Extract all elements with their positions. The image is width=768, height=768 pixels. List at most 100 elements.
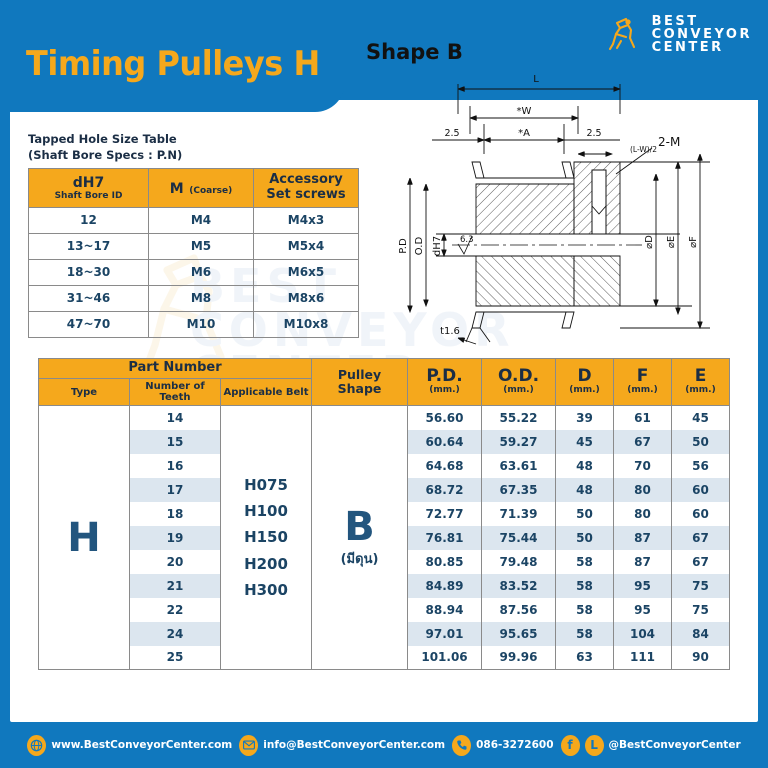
table-row: 31~46 M8 M8x6 [28, 284, 359, 312]
belt-value: H075 [244, 475, 288, 494]
spec-cell-e: 75 [671, 573, 730, 598]
tapped-header-bore-big: dH7 [72, 174, 105, 191]
spec-cell-d: 58 [555, 573, 614, 598]
footer-website[interactable]: www.BestConveyorCenter.com [27, 734, 233, 756]
spec-cell-e: 67 [671, 549, 730, 574]
table-row: 12 M4 M4x3 [28, 206, 359, 234]
logo-line-3: CENTER [651, 39, 724, 55]
spec-cell-teeth: 21 [129, 573, 221, 598]
tapped-hole-body: 12 M4 M4x3 13~17 M5 M5x4 18~30 M6 M6x5 31~46 M8 M8x… [28, 206, 359, 338]
spec-cell-d: 63 [555, 645, 614, 670]
dim-label-L: L [533, 74, 539, 85]
footer-phone-text: 086-3272600 [476, 739, 554, 751]
table-row: 13~17 M5 M5x4 [28, 232, 359, 260]
spec-cell-od: 75.44 [481, 525, 556, 550]
spec-cell-pd: 80.85 [407, 549, 482, 574]
spec-cell-d: 45 [555, 429, 614, 454]
globe-icon [27, 734, 47, 756]
spec-cell-f: 111 [613, 645, 672, 670]
footer-website-text: www.BestConveyorCenter.com [51, 739, 233, 751]
spec-cell-od: 59.27 [481, 429, 556, 454]
spec-cell-pd: 101.06 [407, 645, 482, 670]
spec-header-type: Type [38, 378, 130, 406]
spec-cell-e: 60 [671, 501, 730, 526]
facebook-icon[interactable]: f [560, 734, 580, 756]
belt-value: H150 [244, 528, 288, 547]
spec-cell-teeth: 19 [129, 525, 221, 550]
shape-title: Shape B [366, 40, 463, 64]
spec-cell-od: 79.48 [481, 549, 556, 574]
spec-cell-e: 67 [671, 525, 730, 550]
spec-header-f: F (mm.) [613, 358, 672, 406]
spec-cell-e: 60 [671, 477, 730, 502]
spec-cell-pd: 76.81 [407, 525, 482, 550]
spec-cell-d: 58 [555, 549, 614, 574]
footer-social[interactable]: f L @BestConveyorCenter [560, 734, 741, 756]
specification-body: H 14 H075 H100 H150 H200 H300 B (มีดุน) 56.60 55.2… [38, 405, 730, 670]
dim-label-W: *W [517, 106, 532, 117]
tapped-header-m: M (Coarse) [148, 168, 254, 208]
spec-cell-belt-list: H075 H100 H150 H200 H300 [220, 405, 312, 670]
table-row: 18~30 M6 M6x5 [28, 258, 359, 286]
tapped-header-m-sub: (Coarse) [189, 185, 233, 196]
spec-cell-d: 48 [555, 477, 614, 502]
spec-cell-od: 63.61 [481, 453, 556, 478]
spec-cell-d: 58 [555, 621, 614, 646]
logo-line-2: CONVEYOR [651, 26, 752, 42]
dim-label-lw2: (L-W)/2 [630, 145, 657, 154]
spec-cell-d: 48 [555, 453, 614, 478]
spec-header-f-label: F [636, 365, 649, 386]
spec-header-group-row: Part Number Pulley Shape P.D. (mm.) O.D.… [38, 358, 730, 406]
spec-cell-e: 90 [671, 645, 730, 670]
table-row: 19 76.81 75.44 50 87 67 [39, 525, 730, 550]
table-row: 16 64.68 63.61 48 70 56 [39, 453, 730, 478]
spec-cell-e: 75 [671, 597, 730, 622]
tapped-cell-screw: M8x6 [253, 284, 359, 312]
spec-cell-teeth: 20 [129, 549, 221, 574]
spec-header-f-unit: (mm.) [627, 384, 658, 395]
spec-cell-e: 50 [671, 429, 730, 454]
spec-cell-e: 84 [671, 621, 730, 646]
footer-phone[interactable]: 086-3272600 [452, 734, 554, 756]
spec-cell-pd: 88.94 [407, 597, 482, 622]
spec-cell-f: 87 [613, 525, 672, 550]
spec-header-od: O.D. (mm.) [481, 358, 556, 406]
dim-label-phi-E: ⌀E [666, 236, 677, 248]
spec-cell-pd: 84.89 [407, 573, 482, 598]
specification-section: Part Number Pulley Shape P.D. (mm.) O.D.… [38, 358, 730, 670]
tapped-cell-bore: 18~30 [28, 258, 149, 286]
spec-header-teeth: Number of Teeth [129, 378, 221, 406]
header-title-tab [0, 0, 345, 112]
tapped-header-bore: dH7 Shaft Bore ID [28, 168, 149, 208]
spec-header-belt: Applicable Belt [220, 378, 312, 406]
tapped-cell-m: M6 [148, 258, 254, 286]
table-row: 47~70 M10 M10x8 [28, 310, 359, 338]
line-icon[interactable]: L [584, 734, 604, 756]
tapped-cell-m: M8 [148, 284, 254, 312]
footer-email-text: info@BestConveyorCenter.com [263, 739, 446, 751]
brand-logo: BEST CONVEYOR CENTER [604, 12, 752, 56]
tapped-caption-line-2: (Shaft Bore Specs : P.N) [28, 147, 183, 162]
spec-cell-pd: 97.01 [407, 621, 482, 646]
spec-cell-teeth: 22 [129, 597, 221, 622]
tapped-header-bore-sub: Shaft Bore ID [54, 190, 123, 201]
spec-header-pd-unit: (mm.) [429, 384, 460, 395]
spec-cell-e: 45 [671, 405, 730, 430]
footer-social-text: @BestConveyorCenter [608, 739, 741, 751]
spec-cell-f: 80 [613, 501, 672, 526]
spec-cell-f: 61 [613, 405, 672, 430]
spec-cell-f: 80 [613, 477, 672, 502]
spec-cell-type: H [38, 405, 130, 670]
tapped-cell-m: M4 [148, 206, 254, 234]
spec-cell-pd: 56.60 [407, 405, 482, 430]
spec-header-e-unit: (mm.) [685, 384, 716, 395]
belt-value: H200 [244, 554, 288, 573]
footer-email[interactable]: info@BestConveyorCenter.com [239, 734, 446, 756]
spec-header-e-label: E [694, 365, 707, 386]
roughness-label: 6.3 [460, 235, 474, 245]
spec-cell-od: 67.35 [481, 477, 556, 502]
spec-cell-d: 58 [555, 597, 614, 622]
logo-line-1: BEST [651, 13, 699, 29]
spec-cell-f: 95 [613, 597, 672, 622]
spec-cell-teeth: 15 [129, 429, 221, 454]
